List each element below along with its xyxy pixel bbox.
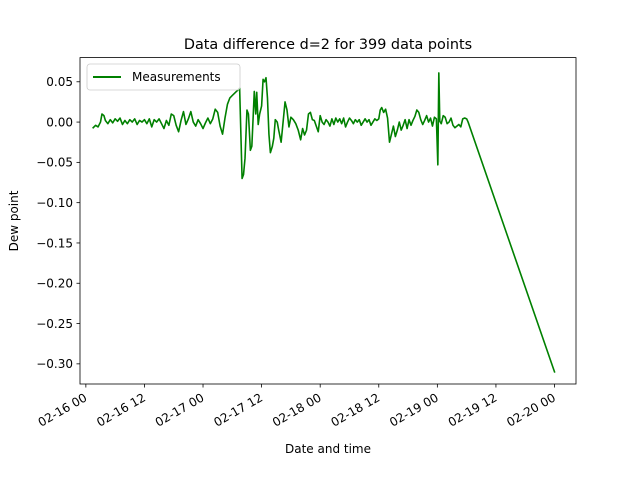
x-tick-label: 02-20 00 bbox=[504, 390, 558, 429]
legend-box bbox=[86, 63, 241, 91]
y-tick-label: −0.25 bbox=[36, 317, 73, 331]
series-layer bbox=[92, 72, 556, 373]
x-tick-label: 02-19 12 bbox=[446, 390, 500, 429]
y-tick-label: 0.05 bbox=[46, 75, 73, 89]
y-axis: 0.05 0.00 −0.05 −0.10 −0.15 −0.20 −0.25 −0.30 bbox=[36, 75, 80, 371]
y-tick-label: −0.10 bbox=[36, 196, 73, 210]
y-tick-label: −0.30 bbox=[36, 357, 73, 371]
y-tick-label: −0.15 bbox=[36, 236, 73, 250]
x-tick-label: 02-16 12 bbox=[94, 390, 148, 429]
y-tick-label: −0.20 bbox=[36, 277, 73, 291]
x-tick-label: 02-16 00 bbox=[36, 390, 90, 429]
plot-area bbox=[79, 57, 577, 385]
x-tick-label: 02-19 00 bbox=[387, 390, 441, 429]
y-tick-label: −0.05 bbox=[36, 156, 73, 170]
series-line-measurements bbox=[92, 72, 556, 373]
axes-frame bbox=[79, 57, 577, 385]
y-tick-label: 0.00 bbox=[46, 115, 73, 129]
x-tick-label: 02-17 00 bbox=[153, 390, 207, 429]
y-axis-label: Dew point bbox=[7, 190, 21, 251]
x-tick-label: 02-18 00 bbox=[270, 390, 324, 429]
chart-title: Data difference d=2 for 399 data points bbox=[184, 37, 472, 53]
x-tick-label: 02-18 12 bbox=[329, 390, 383, 429]
x-tick-label: 02-17 12 bbox=[211, 390, 265, 429]
x-axis-label: Date and time bbox=[285, 442, 371, 456]
legend: Measurements bbox=[86, 63, 241, 91]
x-axis: 02-16 00 02-16 12 02-17 00 02-17 12 02-18 00… bbox=[36, 384, 558, 430]
legend-label-measurements: Measurements bbox=[132, 70, 221, 84]
